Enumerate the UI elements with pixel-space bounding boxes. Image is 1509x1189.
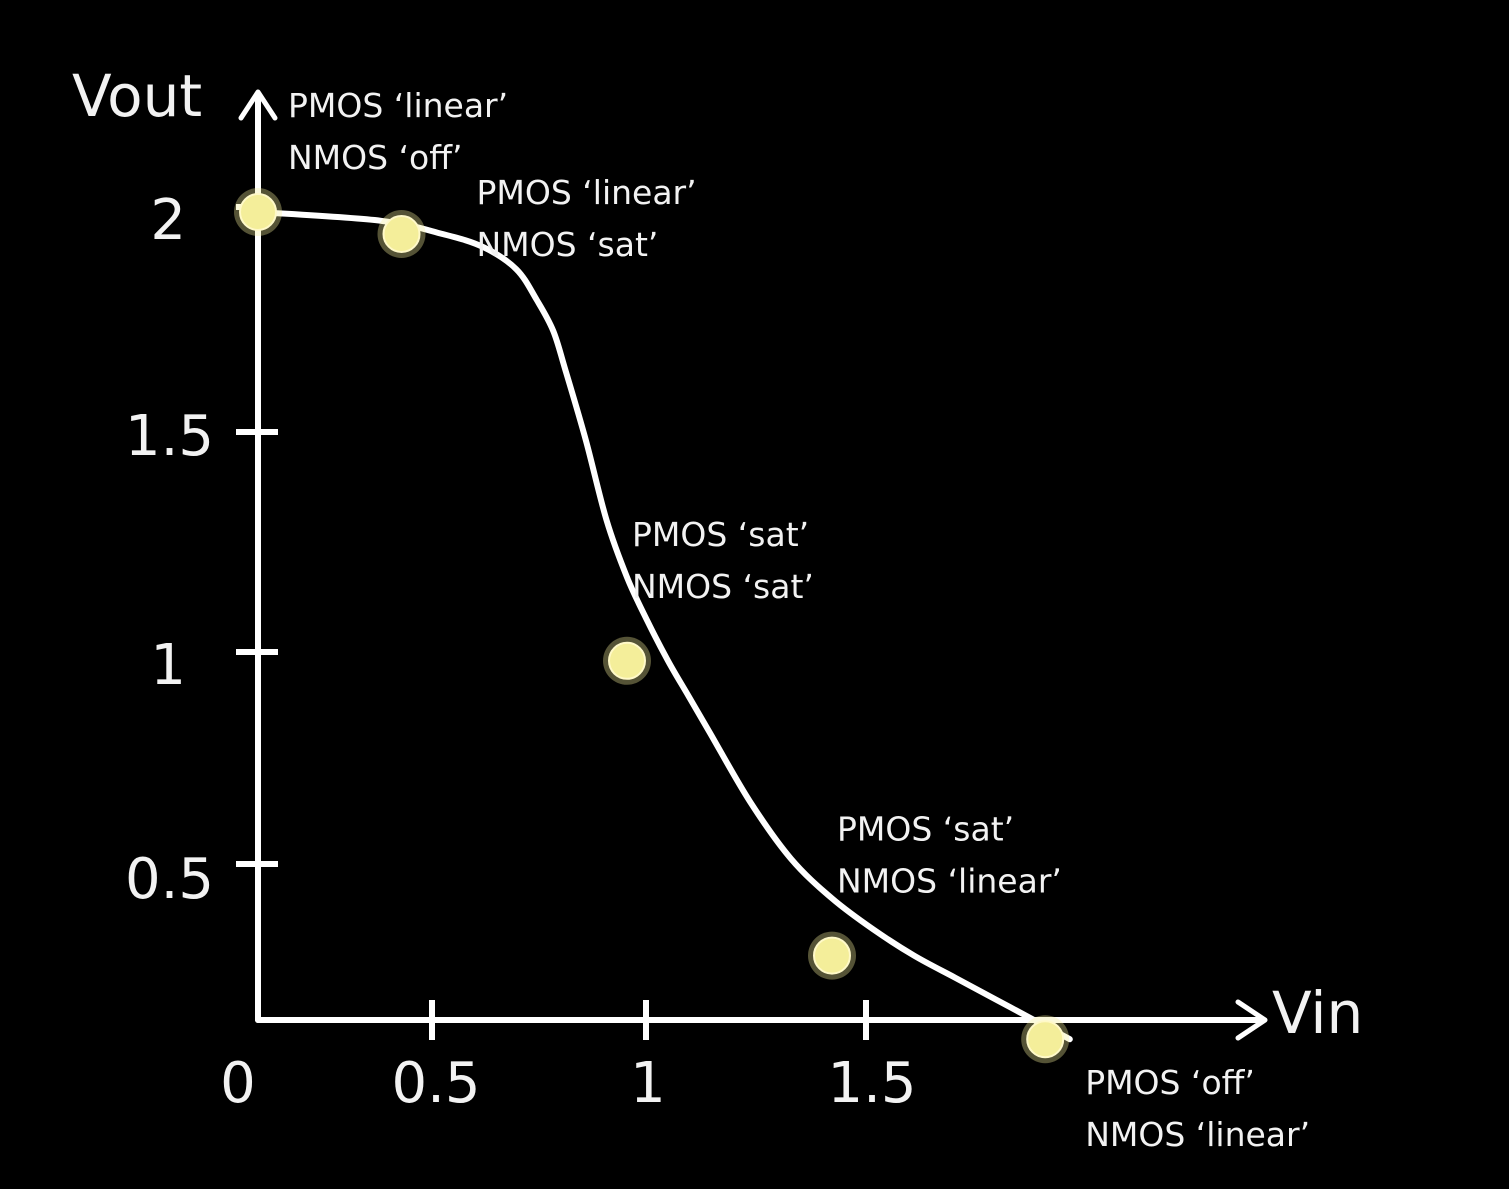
- region-label-0-nmos: NMOS ‘off’: [288, 138, 462, 177]
- x-ticks: 0 0.5 1 1.5: [220, 1000, 917, 1116]
- x-tick-label-0: 0: [220, 1051, 256, 1116]
- x-tick-label-0.5: 0.5: [391, 1051, 480, 1116]
- region-label-4-pmos: PMOS ‘off’: [1085, 1063, 1255, 1102]
- x-axis-arrowhead: [1235, 999, 1268, 1041]
- region-label-3-pmos: PMOS ‘sat’: [837, 810, 1014, 849]
- y-tick-label-0.5: 0.5: [125, 847, 214, 912]
- transfer-curve: [255, 209, 1073, 1043]
- y-tick-label-1: 1: [150, 633, 186, 698]
- region-label-2: PMOS ‘sat’ NMOS ‘sat’: [632, 515, 814, 606]
- y-tick-label-1.5: 1.5: [125, 404, 214, 469]
- operating-point-4: [1026, 1020, 1065, 1059]
- region-label-4: PMOS ‘off’ NMOS ‘linear’: [1085, 1063, 1310, 1154]
- region-label-2-nmos: NMOS ‘sat’: [632, 567, 814, 606]
- y-axis-arrowhead: [238, 89, 278, 121]
- operating-point-3: [813, 936, 851, 975]
- region-label-4-nmos: NMOS ‘linear’: [1085, 1115, 1310, 1154]
- region-label-0: PMOS ‘linear’ NMOS ‘off’: [288, 86, 508, 177]
- operating-point-0: [239, 193, 277, 231]
- operating-point-2: [608, 641, 646, 680]
- region-label-3-nmos: NMOS ‘linear’: [837, 862, 1062, 901]
- region-label-1-pmos: PMOS ‘linear’: [477, 173, 697, 212]
- region-label-1-nmos: NMOS ‘sat’: [477, 225, 659, 264]
- x-axis-label: Vin: [1272, 979, 1363, 1047]
- region-label-2-pmos: PMOS ‘sat’: [632, 515, 809, 554]
- region-label-0-pmos: PMOS ‘linear’: [288, 86, 508, 125]
- region-label-3: PMOS ‘sat’ NMOS ‘linear’: [837, 810, 1062, 901]
- y-axis-label: Vout: [72, 62, 202, 130]
- y-tick-label-2: 2: [150, 188, 186, 253]
- y-ticks: 0.5 1 1.5 2: [125, 188, 278, 912]
- x-tick-label-1.5: 1.5: [827, 1051, 916, 1116]
- operating-points: [234, 188, 1070, 1064]
- region-label-1: PMOS ‘linear’ NMOS ‘sat’: [477, 173, 697, 264]
- region-labels: PMOS ‘linear’ NMOS ‘off’ PMOS ‘linear’ NMOS…: [288, 86, 1310, 1154]
- operating-point-1: [382, 215, 421, 253]
- x-tick-label-1: 1: [630, 1051, 666, 1116]
